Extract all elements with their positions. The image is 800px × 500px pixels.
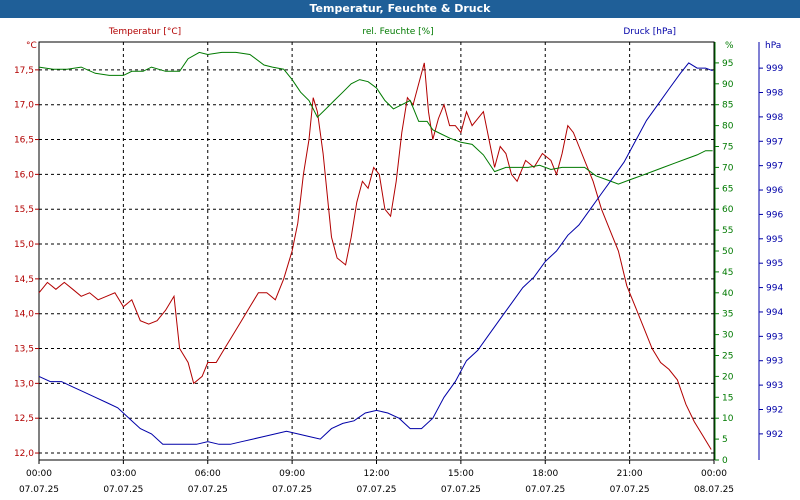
press-tick-label: 997 [766, 162, 783, 172]
press-tick-label: 996 [766, 210, 783, 220]
hum-tick-label: 85 [722, 101, 733, 111]
hum-tick-label: 55 [722, 226, 733, 236]
temp-tick-label: 14,5 [14, 275, 34, 285]
hum-unit-label: % [725, 41, 734, 51]
x-tick-date: 07.07.25 [441, 485, 481, 495]
press-tick-label: 993 [766, 357, 783, 367]
series-lines [38, 51, 713, 450]
hum-tick-label: 50 [722, 247, 734, 257]
temp-tick-label: 13,5 [14, 345, 34, 355]
temperature-line [38, 62, 712, 450]
line-chart: 00:00 07.07.25 03:00 07.07.25 06:00 07.07.25 0… [14, 27, 783, 495]
x-tick-date: 07.07.25 [103, 485, 143, 495]
hum-tick-label: 5 [722, 435, 728, 445]
temp-tick-label: 12,0 [14, 449, 34, 459]
hum-tick-label: 30 [722, 331, 734, 341]
hum-tick-label: 20 [722, 372, 734, 382]
x-tick-date: 07.07.25 [272, 485, 312, 495]
hum-tick-label: 0 [722, 456, 728, 466]
axes: 00:00 07.07.25 03:00 07.07.25 06:00 07.07.25 0… [14, 42, 783, 495]
x-tick-time: 00:00 [701, 469, 727, 479]
temp-axis-title: Temperatur [°C] [108, 27, 181, 37]
press-tick-label: 995 [766, 235, 783, 245]
x-tick-time: 09:00 [279, 469, 305, 479]
hum-tick-label: 75 [722, 143, 733, 153]
hum-tick-label: 60 [722, 205, 734, 215]
temp-tick-label: 14,0 [14, 310, 34, 320]
temp-tick-label: 16,0 [14, 170, 34, 180]
press-tick-label: 995 [766, 259, 783, 269]
x-tick-date: 07.07.25 [525, 485, 565, 495]
x-tick-time: 12:00 [364, 469, 390, 479]
hum-tick-label: 80 [722, 122, 734, 132]
press-axis-title: Druck [hPa] [623, 27, 676, 37]
press-tick-label: 992 [766, 430, 783, 440]
temp-tick-label: 15,5 [14, 205, 34, 215]
press-tick-label: 993 [766, 332, 783, 342]
temp-tick-label: 17,5 [14, 66, 34, 76]
x-tick-time: 15:00 [448, 469, 474, 479]
press-unit-label: hPa [765, 41, 781, 51]
hum-tick-label: 65 [722, 184, 733, 194]
temp-tick-label: 12,5 [14, 414, 34, 424]
hum-tick-label: 15 [722, 393, 733, 403]
x-tick-date: 07.07.25 [188, 485, 228, 495]
press-tick-label: 994 [766, 308, 783, 318]
press-tick-label: 996 [766, 186, 783, 196]
hum-tick-label: 70 [722, 163, 734, 173]
window-title: Temperatur, Feuchte & Druck [0, 0, 800, 18]
grid [39, 42, 714, 460]
hum-tick-label: 10 [722, 414, 734, 424]
x-tick-date: 08.07.25 [694, 485, 734, 495]
temp-tick-label: 16,5 [14, 136, 34, 146]
hum-tick-label: 25 [722, 352, 733, 362]
x-tick-date: 07.07.25 [19, 485, 59, 495]
press-tick-label: 999 [766, 64, 783, 74]
hum-tick-label: 40 [722, 289, 734, 299]
temp-unit-label: °C [26, 41, 37, 51]
pressure-line [38, 62, 713, 445]
hum-tick-label: 95 [722, 59, 733, 69]
x-tick-date: 07.07.25 [356, 485, 396, 495]
x-tick-time: 00:00 [26, 469, 52, 479]
x-tick-time: 06:00 [195, 469, 221, 479]
temp-tick-label: 15,0 [14, 240, 34, 250]
temp-tick-label: 13,0 [14, 379, 34, 389]
x-tick-time: 21:00 [617, 469, 643, 479]
temp-tick-label: 17,0 [14, 101, 34, 111]
press-tick-label: 997 [766, 137, 783, 147]
hum-tick-label: 45 [722, 268, 733, 278]
press-tick-label: 994 [766, 284, 783, 294]
press-tick-label: 993 [766, 381, 783, 391]
hum-tick-label: 35 [722, 310, 733, 320]
press-tick-label: 998 [766, 89, 783, 99]
x-tick-time: 03:00 [110, 469, 136, 479]
press-tick-label: 992 [766, 405, 783, 415]
x-tick-time: 18:00 [532, 469, 558, 479]
press-tick-label: 998 [766, 113, 783, 123]
x-tick-date: 07.07.25 [610, 485, 650, 495]
humidity-line [38, 51, 713, 185]
hum-tick-label: 90 [722, 80, 734, 90]
hum-axis-title: rel. Feuchte [%] [362, 27, 433, 37]
